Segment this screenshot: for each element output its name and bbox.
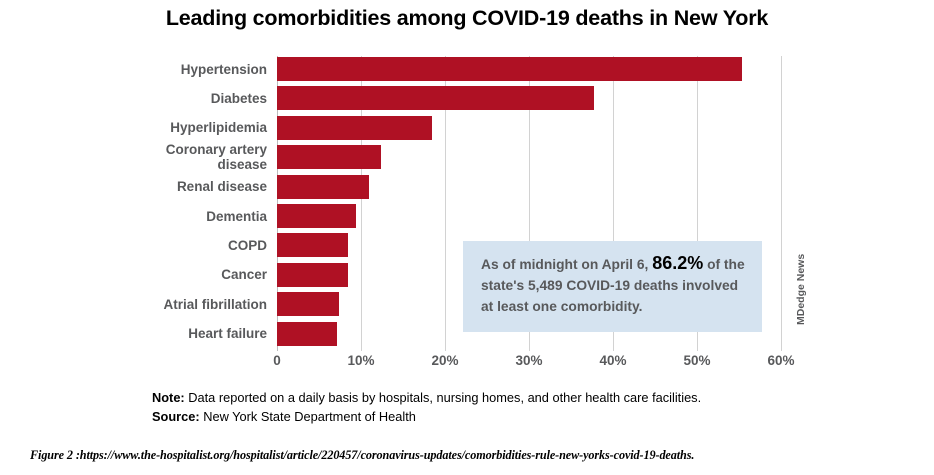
chart-plot-wrapper: Hypertension Diabetes Hyperlipidemia Corona… xyxy=(0,50,934,370)
bar-heart-failure[interactable] xyxy=(277,321,338,346)
x-tick-label-0: 0 xyxy=(273,353,281,368)
x-tick-label-60: 60% xyxy=(767,353,795,368)
category-label-line: Dementia xyxy=(206,208,267,224)
x-tick-label-20: 20% xyxy=(431,353,459,368)
note-label: Note: xyxy=(152,390,185,405)
callout-box: As of midnight on April 6, 86.2% of the … xyxy=(463,241,762,332)
category-label-line: COPD xyxy=(227,237,267,253)
gridline-0 xyxy=(277,56,278,351)
gridline-10 xyxy=(361,56,362,351)
source-label: Source: xyxy=(152,409,200,424)
category-label-line: Cancer xyxy=(221,267,267,283)
x-tick-label-10: 10% xyxy=(347,353,375,368)
gridline-40 xyxy=(613,56,614,351)
category-label-cancer: Cancer xyxy=(67,267,267,282)
y-axis-category-labels: Hypertension Diabetes Hyperlipidemia Corona… xyxy=(67,56,267,351)
category-label-line: Hypertension xyxy=(180,61,267,77)
gridline-20 xyxy=(445,56,446,351)
category-label-dementia: Dementia xyxy=(67,209,267,224)
chart-credit-label: MDedge News xyxy=(795,253,807,325)
category-label-line: Coronary artery xyxy=(165,142,267,158)
source-line: Source: New York State Department of Hea… xyxy=(152,407,852,426)
figure-caption-label: Figure 2 : xyxy=(30,448,80,462)
category-label-diabetes: Diabetes xyxy=(67,91,267,106)
figure-caption-url: https://www.the-hospitalist.org/hospital… xyxy=(79,448,695,462)
x-axis-tick-labels: 0 10% 20% 30% 40% 50% 60% xyxy=(273,353,794,375)
bar-chart-plot-area xyxy=(277,56,782,351)
gridline-30 xyxy=(529,56,530,351)
callout-text-before: As of midnight on April 6, xyxy=(481,257,653,272)
category-label-atrial-fibrillation: Atrial fibrillation xyxy=(67,297,267,312)
category-label-heart-failure: Heart failure xyxy=(67,326,267,341)
category-label-line: Atrial fibrillation xyxy=(163,296,267,312)
bar-renal-disease[interactable] xyxy=(277,174,370,199)
gridline-60 xyxy=(781,56,782,351)
category-label-copd: COPD xyxy=(67,238,267,253)
x-tick-label-30: 30% xyxy=(515,353,543,368)
bar-diabetes[interactable] xyxy=(277,86,594,111)
bar-coronary-artery-disease[interactable] xyxy=(277,145,382,170)
category-label-coronary-artery-disease: Coronary artery disease xyxy=(67,142,267,172)
chart-footnotes: Note: Data reported on a daily basis by … xyxy=(152,388,852,426)
category-label-hyperlipidemia: Hyperlipidemia xyxy=(67,120,267,135)
category-label-hypertension: Hypertension xyxy=(67,62,267,77)
callout-text: As of midnight on April 6, 86.2% of the … xyxy=(481,253,746,317)
note-text: Data reported on a daily basis by hospit… xyxy=(184,390,702,405)
category-label-renal-disease: Renal disease xyxy=(67,179,267,194)
bar-copd[interactable] xyxy=(277,233,349,258)
bar-dementia[interactable] xyxy=(277,204,356,228)
category-label-line: Diabetes xyxy=(210,90,267,106)
source-text: New York State Department of Health xyxy=(199,409,416,424)
callout-highlight-value: 86.2% xyxy=(652,253,704,273)
figure-caption: Figure 2 :https://www.the-hospitalist.or… xyxy=(30,448,930,463)
bar-atrial-fibrillation[interactable] xyxy=(277,292,340,317)
bar-hypertension[interactable] xyxy=(277,57,743,81)
x-tick-label-40: 40% xyxy=(599,353,627,368)
gridline-50 xyxy=(697,56,698,351)
chart-title: Leading comorbidities among COVID-19 dea… xyxy=(165,6,769,30)
x-tick-label-50: 50% xyxy=(683,353,711,368)
category-label-line: Renal disease xyxy=(176,179,267,195)
category-label-line: disease xyxy=(217,157,267,173)
category-label-line: Hyperlipidemia xyxy=(170,120,267,136)
bar-cancer[interactable] xyxy=(277,262,349,287)
bar-hyperlipidemia[interactable] xyxy=(277,115,433,140)
callout-text-after: of the state's 5,489 COVID-19 deaths inv… xyxy=(481,257,745,314)
category-label-line: Heart failure xyxy=(188,326,267,342)
note-line: Note: Data reported on a daily basis by … xyxy=(152,388,852,407)
